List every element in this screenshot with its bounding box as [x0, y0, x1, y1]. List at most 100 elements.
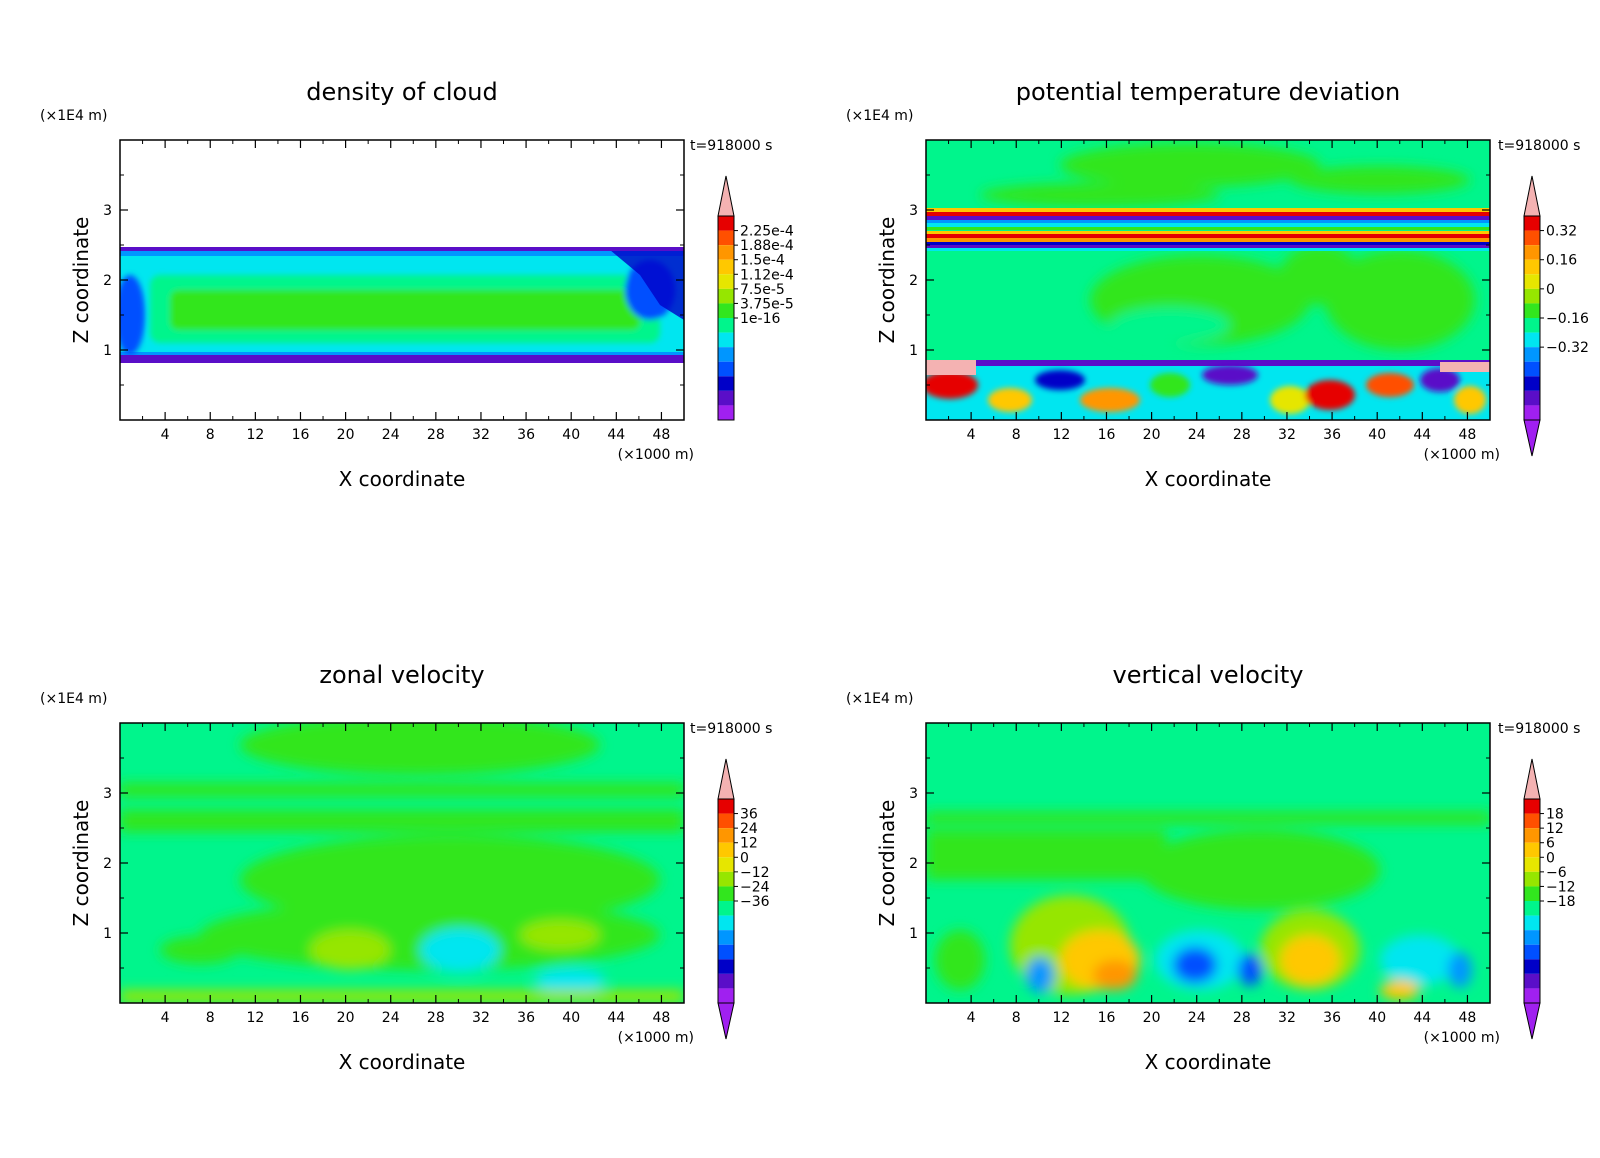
chart-title: vertical velocity	[1113, 661, 1304, 689]
colorbar-label: 7.5e-5	[740, 282, 785, 298]
x-unit-label: (×1000 m)	[618, 1030, 694, 1046]
x-tick-label: 48	[1459, 1010, 1477, 1026]
colorbar-swatch	[1524, 390, 1540, 406]
colorbar-tip-top	[717, 175, 735, 217]
colorbar-swatch	[1524, 842, 1540, 858]
x-tick-label: 36	[1323, 427, 1341, 443]
y-tick-label: 1	[103, 926, 112, 942]
colorbar-swatch	[718, 245, 734, 260]
chart-title: density of cloud	[306, 78, 497, 106]
x-tick-label: 24	[1188, 427, 1206, 443]
colorbar-swatch	[1524, 303, 1540, 318]
x-tick-label: 4	[967, 1010, 976, 1026]
colorbar-label: 1.5e-4	[740, 253, 785, 269]
colorbar-swatch	[718, 361, 734, 377]
x-tick-label: 44	[1413, 1010, 1431, 1026]
colorbar-swatch	[1524, 216, 1540, 231]
colorbar-tip-bottom	[717, 1002, 735, 1040]
x-tick-label: 36	[517, 427, 535, 443]
x-axis-title: X coordinate	[1145, 467, 1272, 491]
chart-title: potential temperature deviation	[1016, 78, 1400, 106]
x-tick-label: 32	[472, 427, 490, 443]
colorbar-label: 0.16	[1546, 253, 1577, 269]
y-tick-label: 3	[103, 203, 112, 219]
y-tick-label: 2	[103, 273, 112, 289]
y-tick-label: 2	[103, 856, 112, 872]
x-tick-label: 12	[1052, 427, 1070, 443]
colorbar-swatch	[718, 988, 734, 1003]
x-axis-title: X coordinate	[339, 467, 466, 491]
x-tick-label: 44	[1413, 427, 1431, 443]
colorbar-swatch	[718, 390, 734, 406]
colorbar-swatch	[718, 828, 734, 843]
colorbar-swatch	[718, 915, 734, 931]
colorbar-swatch	[718, 376, 734, 391]
colorbar-swatch	[718, 930, 734, 945]
x-axis: 4 8 12 16 20 24 28 32 36 40 44 48	[142, 140, 671, 443]
x-tick-label: 32	[1278, 1010, 1296, 1026]
y-unit-label: (×1E4 m)	[40, 691, 107, 707]
colorbar-tip-top	[1523, 758, 1541, 800]
colorbar-swatch	[718, 857, 734, 872]
colorbar-swatch	[1524, 973, 1540, 989]
x-tick-label: 40	[562, 1010, 580, 1026]
colorbar-swatch	[718, 347, 734, 362]
x-tick-label: 48	[653, 1010, 671, 1026]
colorbar-swatch	[1524, 944, 1540, 960]
y-axis-title: Z coordinate	[875, 217, 899, 344]
y-axis: 1 2 3	[909, 757, 1490, 969]
colorbar-swatch	[718, 799, 734, 814]
colorbar: 0.32 0.16 0 −0.16 −0.32	[1523, 175, 1589, 457]
colorbar-swatch	[1524, 988, 1540, 1003]
x-tick-label: 32	[472, 1010, 490, 1026]
colorbar-label: 18	[1546, 807, 1564, 823]
y-axis: 1 2 3	[909, 174, 1490, 386]
colorbar-swatch	[1524, 245, 1540, 260]
colorbar-swatch	[718, 216, 734, 231]
x-axis-title: X coordinate	[1145, 1050, 1272, 1074]
x-tick-label: 40	[562, 427, 580, 443]
colorbar-label: 36	[740, 807, 758, 823]
x-tick-label: 28	[427, 1010, 445, 1026]
x-tick-label: 4	[967, 427, 976, 443]
x-tick-label: 28	[1233, 1010, 1251, 1026]
time-label: t=918000 s	[1498, 138, 1580, 154]
colorbar-swatch	[1524, 930, 1540, 945]
x-tick-label: 36	[1323, 1010, 1341, 1026]
colorbar-swatch	[1524, 274, 1540, 289]
y-tick-label: 3	[909, 786, 918, 802]
colorbar-label: 24	[740, 821, 758, 837]
x-tick-label: 12	[1052, 1010, 1070, 1026]
x-tick-label: 48	[653, 427, 671, 443]
colorbar-swatch	[718, 842, 734, 858]
colorbar-label: 1.12e-4	[740, 267, 794, 283]
x-tick-label: 8	[206, 427, 215, 443]
colorbar-swatch	[1524, 318, 1540, 333]
colorbar-swatch	[718, 318, 734, 333]
x-tick-label: 44	[607, 427, 625, 443]
colorbar: 2.25e-41.88e-41.5e-41.12e-47.5e-53.75e-5…	[717, 175, 794, 421]
y-tick-label: 3	[909, 203, 918, 219]
colorbar-swatch	[1524, 886, 1540, 901]
x-tick-label: 12	[246, 427, 264, 443]
y-axis: 1 2 3	[103, 757, 684, 969]
colorbar-swatch	[718, 944, 734, 960]
x-axis: 4 8 12 16 20 24 28 32 36 40 44 48	[948, 723, 1477, 1026]
colorbar-swatch	[1524, 857, 1540, 872]
time-label: t=918000 s	[690, 721, 772, 737]
colorbar-label: −6	[1546, 865, 1567, 881]
contour-field	[120, 723, 684, 1003]
x-tick-label: 28	[427, 427, 445, 443]
colorbar-swatch	[1524, 347, 1540, 362]
x-tick-label: 16	[1098, 1010, 1116, 1026]
colorbar-swatch	[1524, 405, 1540, 420]
x-tick-label: 24	[1188, 1010, 1206, 1026]
x-unit-label: (×1000 m)	[618, 447, 694, 463]
colorbar-swatch	[718, 303, 734, 318]
y-unit-label: (×1E4 m)	[40, 108, 107, 124]
colorbar-swatch	[1524, 259, 1540, 275]
x-tick-label: 16	[1098, 427, 1116, 443]
